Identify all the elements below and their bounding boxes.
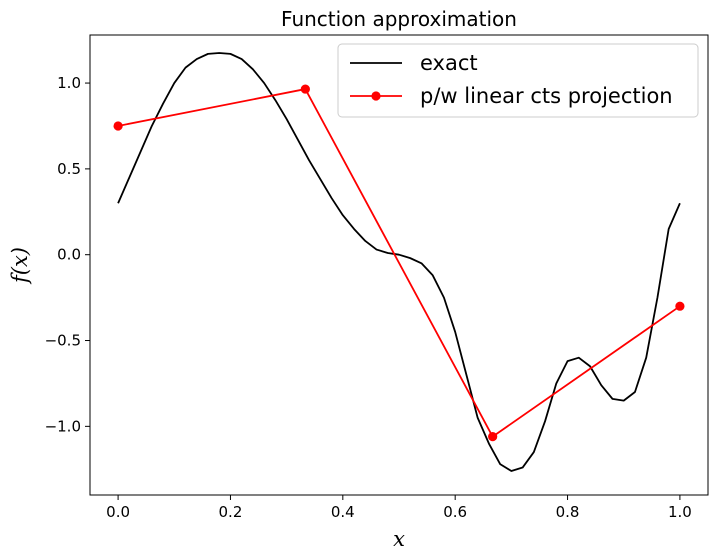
series-point <box>675 301 685 311</box>
x-tick-label: 1.0 <box>668 503 692 521</box>
legend-label: p/w linear cts projection <box>420 84 673 108</box>
y-tick-label: 1.0 <box>57 74 81 92</box>
x-axis: 0.0 0.2 0.4 0.6 0.8 1.0 <box>106 495 692 521</box>
legend-label: exact <box>420 51 478 75</box>
series-line-2 <box>117 88 681 438</box>
series-point <box>300 84 310 94</box>
y-tick-label: −0.5 <box>45 332 81 350</box>
x-tick-label: 0.6 <box>443 503 467 521</box>
x-tick-label: 0.4 <box>331 503 355 521</box>
x-tick-label: 0.2 <box>219 503 243 521</box>
y-tick-label: 0.0 <box>57 246 81 264</box>
y-axis-label: f(x) <box>8 247 32 285</box>
y-tick-label: 0.5 <box>57 160 81 178</box>
legend-box <box>337 43 699 118</box>
y-axis: −1.0 −0.5 0.0 0.5 1.0 <box>45 74 90 435</box>
series-line-1 <box>117 52 681 472</box>
x-tick-label: 0.8 <box>556 503 580 521</box>
chart-title: Function approximation <box>281 7 517 31</box>
axes-frame <box>89 34 709 496</box>
series-point <box>488 432 498 442</box>
y-tick-label: −1.0 <box>45 417 81 435</box>
x-tick-label: 0.0 <box>106 503 130 521</box>
x-axis-label: x <box>393 527 405 551</box>
series-point <box>113 121 123 131</box>
plot-area <box>89 34 709 496</box>
series-layer <box>113 52 685 472</box>
legend-marker <box>371 91 381 101</box>
legend: exact p/w linear cts projection <box>337 43 699 118</box>
